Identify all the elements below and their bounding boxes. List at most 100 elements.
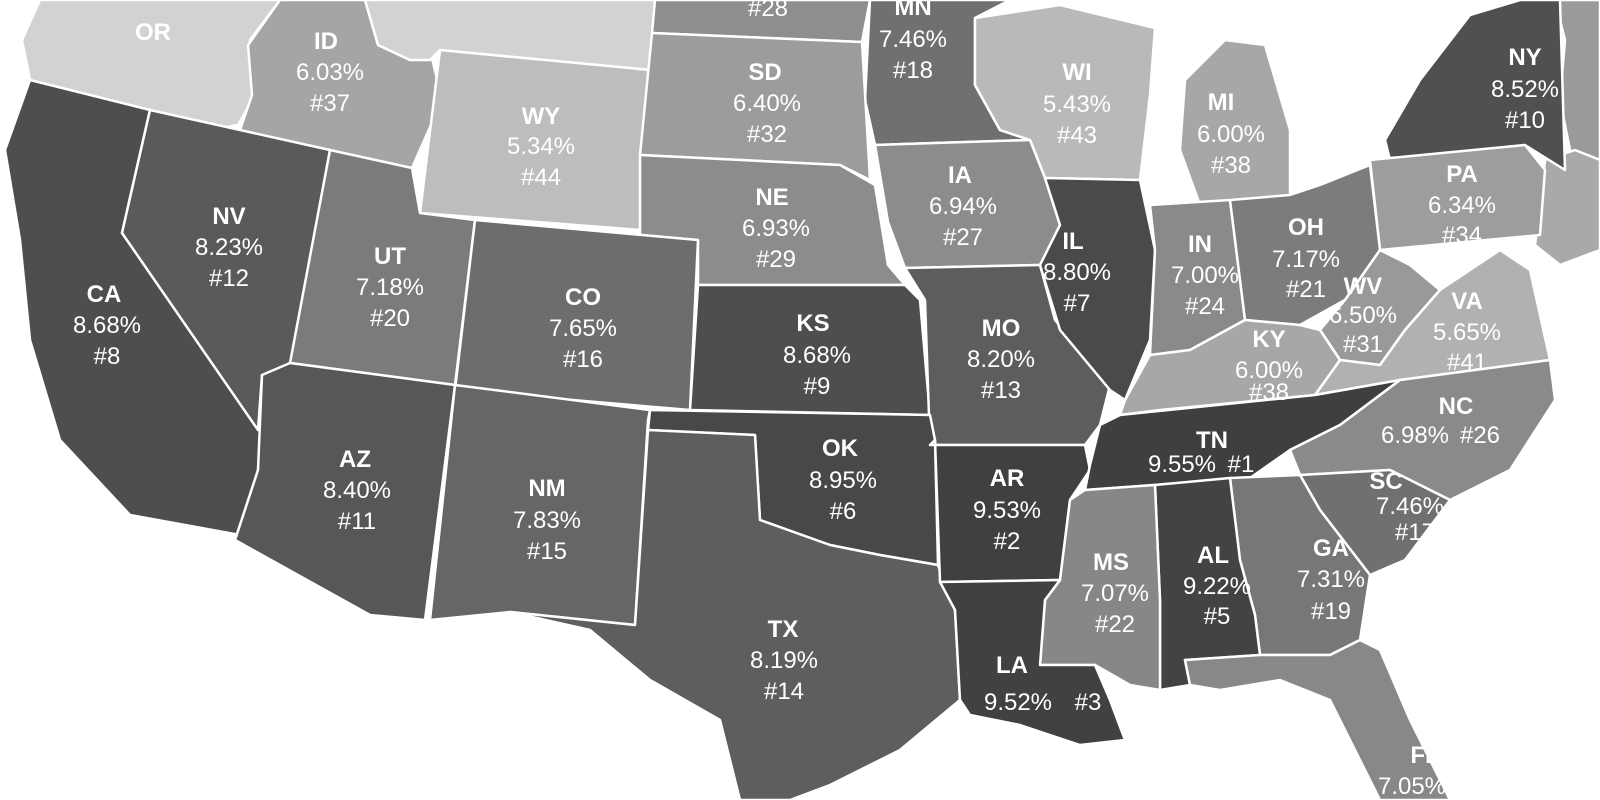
abbr-sc: SC	[1369, 468, 1402, 495]
abbr-nc: NC	[1439, 393, 1474, 420]
label-ia: IA 6.94% #27	[929, 162, 997, 251]
label-ks: KS 8.68% #9	[783, 310, 851, 400]
label-tx: TX 8.19% #14	[750, 616, 818, 705]
abbr-ok: OK	[822, 435, 859, 462]
abbr-ga: GA	[1313, 535, 1349, 562]
label-wv: WV 6.50% #31	[1329, 273, 1397, 358]
label-al: AL 9.22% #5	[1183, 542, 1251, 630]
label-ky: KY 6.00% #38	[1235, 326, 1303, 406]
state-mi	[1178, 38, 1292, 207]
abbr-va: VA	[1451, 288, 1483, 315]
pct-ny: 8.52%	[1491, 76, 1559, 103]
state-tx	[508, 428, 962, 800]
label-nm: NM 7.83% #15	[513, 475, 581, 565]
label-ga: GA 7.31% #19	[1297, 535, 1365, 625]
label-mo: MO 8.20% #13	[967, 315, 1035, 404]
pct-ok: 8.95%	[809, 467, 877, 494]
label-il: IL 8.80% #7	[1043, 228, 1111, 317]
rank-nv: #12	[209, 265, 249, 292]
rank-oh: #21	[1286, 276, 1326, 303]
abbr-ia: IA	[948, 162, 972, 189]
pct-ia: 6.94%	[929, 193, 997, 220]
pct-id: 6.03%	[296, 59, 364, 86]
abbr-or: OR	[135, 19, 171, 46]
abbr-wv: WV	[1344, 273, 1383, 300]
label-co: CO 7.65% #16	[549, 284, 617, 373]
abbr-ne: NE	[755, 184, 788, 211]
abbr-pa: PA	[1446, 161, 1478, 188]
pct-al: 9.22%	[1183, 573, 1251, 600]
pct-fl: 7.05%	[1378, 773, 1446, 800]
pct-wv: 6.50%	[1329, 302, 1397, 329]
rank-mi: #38	[1211, 152, 1251, 179]
label-sd: SD 6.40% #32	[733, 59, 801, 148]
pct-co: 7.65%	[549, 315, 617, 342]
state-ky	[1118, 318, 1342, 417]
label-ok: OK 8.95% #6	[809, 435, 877, 525]
label-ne: NE 6.93% #29	[742, 184, 810, 273]
rank-mn: #18	[893, 57, 933, 84]
abbr-nv: NV	[212, 203, 245, 230]
abbr-in: IN	[1188, 231, 1212, 258]
pct-mn: 7.46%	[879, 26, 947, 53]
rank-ne: #29	[756, 246, 796, 273]
pct-tx: 8.19%	[750, 647, 818, 674]
state-la	[938, 578, 1127, 747]
abbr-al: AL	[1197, 542, 1229, 569]
abbr-ms: MS	[1093, 549, 1129, 576]
rank-pa: #34	[1442, 222, 1482, 249]
label-pa: PA 6.34% #34	[1428, 161, 1496, 249]
state-il	[1038, 176, 1157, 402]
rank-co: #16	[563, 346, 603, 373]
rank-nm: #15	[527, 538, 567, 565]
label-az: AZ 8.40% #11	[323, 446, 391, 535]
label-fl: FL 7.05%	[1378, 742, 1446, 800]
rank-id: #37	[310, 90, 350, 117]
rank-va: #41	[1447, 349, 1487, 376]
label-mn: MN 7.46% #18	[879, 0, 947, 84]
rank-sd: #32	[747, 121, 787, 148]
abbr-fl: FL	[1410, 742, 1439, 769]
rank-nd: #28	[748, 0, 788, 22]
label-ar: AR 9.53% #2	[973, 465, 1041, 555]
label-mi: MI 6.00% #38	[1197, 89, 1265, 179]
rank-ar: #2	[994, 528, 1021, 555]
state-az	[233, 361, 457, 622]
abbr-co: CO	[565, 284, 601, 311]
label-nv: NV 8.23% #12	[195, 203, 263, 292]
pct-il: 8.80%	[1043, 259, 1111, 286]
rank-ks: #9	[804, 373, 831, 400]
state-ny	[1383, 0, 1567, 172]
abbr-ca: CA	[87, 281, 122, 308]
pct-tn: 9.55%	[1148, 451, 1216, 478]
pct-pa: 6.34%	[1428, 192, 1496, 219]
rank-al: #5	[1204, 603, 1231, 630]
pct-mo: 8.20%	[967, 346, 1035, 373]
abbr-sd: SD	[748, 59, 781, 86]
rank-sc: #17	[1395, 519, 1435, 546]
rank-wi: #43	[1057, 122, 1097, 149]
rank-ms: #22	[1095, 611, 1135, 638]
pct-ks: 8.68%	[783, 342, 851, 369]
label-la: LA 9.52% #3	[984, 652, 1101, 716]
rank-wy: #44	[521, 164, 561, 191]
label-oh: OH 7.17% #21	[1272, 214, 1340, 303]
state-nm	[428, 383, 652, 627]
abbr-ks: KS	[796, 310, 829, 337]
rank-wv: #31	[1343, 331, 1383, 358]
label-id: ID 6.03% #37	[296, 28, 364, 117]
rank-ky: #38	[1249, 379, 1289, 406]
rank-ia: #27	[943, 224, 983, 251]
label-ca: CA 8.68% #8	[73, 281, 141, 370]
abbr-mn: MN	[894, 0, 931, 21]
rank-la: #3	[1075, 689, 1102, 716]
abbr-ky: KY	[1252, 326, 1285, 353]
pct-wi: 5.43%	[1043, 91, 1111, 118]
abbr-nm: NM	[528, 475, 565, 502]
label-or: OR	[135, 19, 171, 46]
abbr-ny: NY	[1508, 44, 1541, 71]
abbr-oh: OH	[1288, 214, 1324, 241]
rank-ny: #10	[1505, 107, 1545, 134]
pct-nc: 6.98%	[1381, 422, 1449, 449]
label-ny: NY 8.52% #10	[1491, 44, 1559, 134]
